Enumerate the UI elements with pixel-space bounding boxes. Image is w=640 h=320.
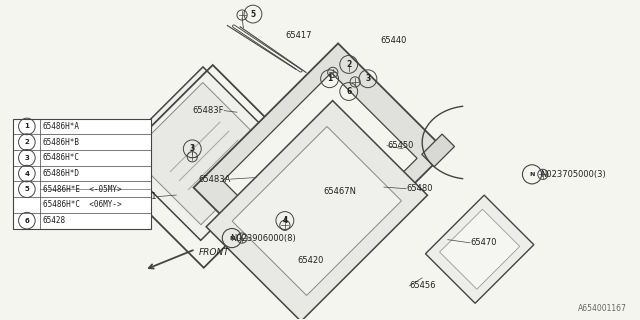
Text: 4: 4 (24, 171, 29, 177)
Text: 65417: 65417 (285, 31, 312, 40)
Text: 65483A: 65483A (198, 175, 230, 184)
Text: 65471: 65471 (131, 192, 157, 201)
Bar (13, 119, 151, 228)
Text: N023705000(3): N023705000(3) (540, 170, 606, 179)
Text: 4: 4 (282, 216, 287, 225)
Text: 65483F: 65483F (193, 106, 224, 115)
Text: 65486H*C  <06MY->: 65486H*C <06MY-> (43, 200, 122, 210)
Text: A654001167: A654001167 (578, 304, 627, 313)
Text: 65486H*C: 65486H*C (43, 153, 80, 162)
Text: FRONT: FRONT (198, 248, 229, 257)
Text: 65430: 65430 (86, 144, 113, 153)
Text: 1: 1 (24, 124, 29, 129)
Text: N: N (529, 172, 534, 177)
Text: 5: 5 (24, 186, 29, 192)
Text: 3: 3 (24, 155, 29, 161)
Text: 65470: 65470 (470, 238, 497, 247)
Text: 65428: 65428 (43, 216, 66, 225)
Polygon shape (422, 134, 454, 167)
Polygon shape (131, 83, 273, 225)
Text: 2: 2 (346, 60, 351, 69)
Text: 3: 3 (189, 144, 195, 153)
Text: 6: 6 (346, 87, 351, 96)
Text: 65450: 65450 (387, 141, 413, 150)
Polygon shape (232, 126, 401, 295)
Text: 6: 6 (24, 218, 29, 224)
Text: N023906000(8): N023906000(8) (230, 234, 296, 243)
Text: N: N (229, 236, 234, 241)
Text: 1: 1 (327, 74, 332, 83)
Text: 65486H*B: 65486H*B (43, 138, 80, 147)
Text: 3: 3 (365, 74, 371, 83)
Polygon shape (193, 44, 447, 296)
Polygon shape (223, 73, 417, 267)
Polygon shape (206, 100, 428, 320)
Polygon shape (426, 195, 534, 303)
Polygon shape (440, 209, 520, 289)
Text: 5: 5 (250, 10, 255, 19)
Text: 65486H*A: 65486H*A (43, 122, 80, 131)
Text: 65456: 65456 (410, 281, 436, 290)
Text: 65486H*E  <-05MY>: 65486H*E <-05MY> (43, 185, 122, 194)
Polygon shape (115, 67, 289, 240)
Text: 2: 2 (24, 139, 29, 145)
Text: 65467N: 65467N (323, 188, 356, 196)
Text: 65420: 65420 (298, 256, 324, 265)
Text: 65480: 65480 (406, 184, 433, 193)
Text: 65440: 65440 (381, 36, 407, 45)
Text: 65486H*D: 65486H*D (43, 169, 80, 178)
